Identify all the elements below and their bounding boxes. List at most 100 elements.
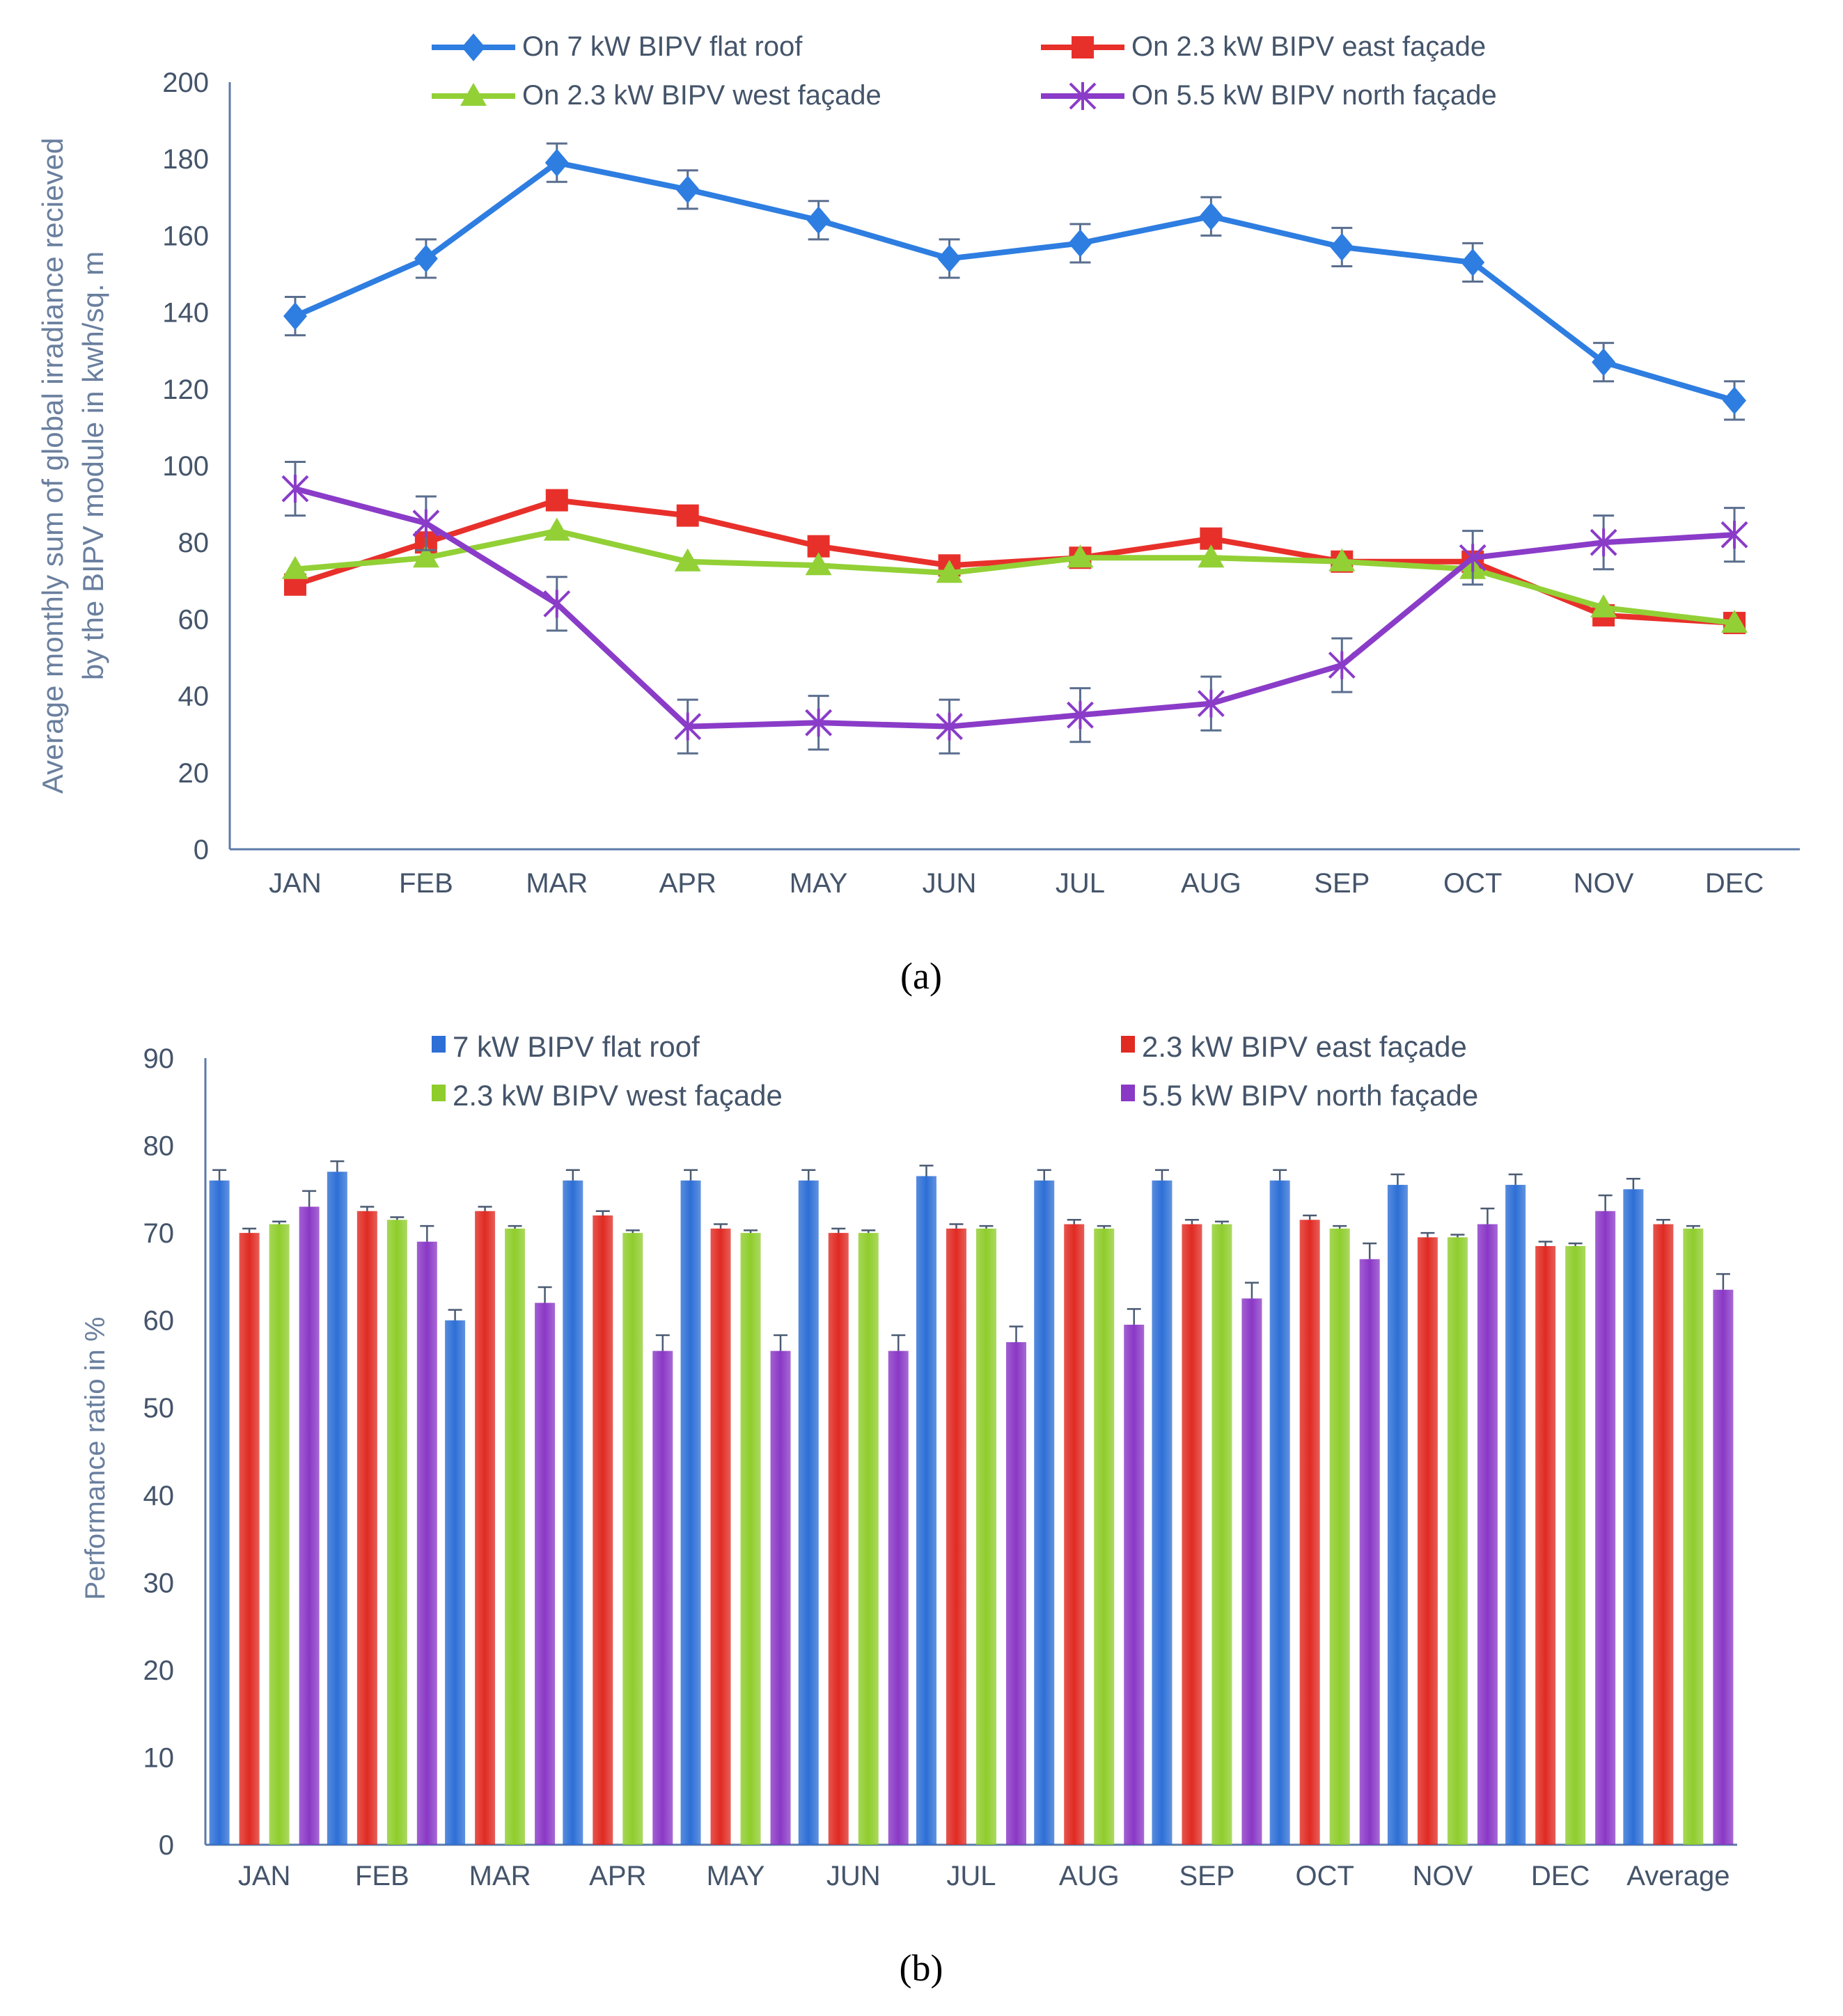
error-bar [1214, 1220, 1229, 1224]
error-bar [1067, 1219, 1081, 1224]
error-bar [1097, 1224, 1111, 1229]
y-tick-label: 180 [162, 144, 209, 175]
y-tick-label: 160 [162, 221, 209, 251]
error-bar [1626, 1178, 1640, 1190]
x-tick-label: AUG [1059, 1861, 1120, 1891]
error-bar [1508, 1173, 1523, 1186]
bar [652, 1350, 673, 1845]
x-tick-label: DEC [1705, 868, 1764, 899]
data-point [1590, 594, 1617, 617]
y-tick-label: 60 [143, 1306, 175, 1337]
data-point [283, 302, 307, 331]
error-bar [1154, 1169, 1169, 1181]
bar [1417, 1237, 1438, 1845]
bar [386, 1220, 407, 1845]
error-bar [1598, 1194, 1613, 1211]
error-bar [1656, 1219, 1670, 1224]
error-bar [1390, 1173, 1405, 1186]
error-bar [655, 1334, 670, 1351]
error-bar [1127, 1308, 1141, 1325]
bar [916, 1176, 936, 1845]
y-tick-label: 20 [143, 1655, 175, 1686]
legend-item: 2.3 kW BIPV east façade [1121, 1030, 1467, 1063]
bar [1241, 1298, 1262, 1845]
error-bar [774, 1334, 788, 1351]
error-bar [625, 1229, 640, 1234]
y-tick-label: 60 [178, 604, 210, 635]
error-bar [1184, 1219, 1199, 1224]
series-line [295, 528, 1735, 626]
bar [1152, 1180, 1173, 1845]
panel-a-label: (a) [900, 955, 942, 997]
x-tick-label: MAY [790, 868, 848, 899]
error-bar [1450, 1234, 1465, 1238]
error-bar [861, 1229, 876, 1234]
data-point [805, 709, 833, 737]
bar [1034, 1180, 1055, 1845]
x-tick-label: JUN [826, 1861, 881, 1891]
data-point [1592, 348, 1616, 377]
data-point [414, 244, 438, 273]
data-point [281, 475, 309, 503]
legend-label: On 2.3 kW BIPV east façade [1131, 31, 1486, 62]
series-2 [283, 489, 1746, 634]
bar [1359, 1259, 1380, 1845]
legend-label: On 2.3 kW BIPV west façade [522, 80, 881, 111]
legend-swatch [1121, 1036, 1135, 1053]
error-bar [302, 1190, 317, 1207]
error-bar [1244, 1282, 1259, 1299]
y-axis-title: Performance ratio in % [80, 1317, 111, 1600]
legend-label: 2.3 kW BIPV east façade [1142, 1030, 1467, 1063]
x-tick-label: JUL [1056, 868, 1105, 899]
x-tick-label: SEP [1314, 868, 1370, 899]
data-point [805, 552, 832, 576]
series-4 [281, 460, 1748, 755]
y-tick-label: 40 [178, 682, 210, 712]
bar [1329, 1228, 1350, 1845]
y-tick-label: 40 [143, 1481, 175, 1511]
y-tick-label: 20 [178, 758, 210, 789]
data-point [1199, 202, 1223, 230]
x-tick-label: MAR [526, 868, 588, 899]
data-point [1461, 248, 1485, 276]
bar [535, 1302, 556, 1845]
legend-label: 2.3 kW BIPV west façade [453, 1079, 783, 1112]
x-tick-label: APR [589, 1861, 646, 1891]
series-line [294, 486, 1735, 730]
y-tick-label: 10 [143, 1742, 175, 1773]
x-tick-label: JAN [238, 1861, 291, 1891]
data-point [545, 489, 568, 512]
y-tick-label: 0 [159, 1830, 174, 1861]
error-bar [212, 1169, 227, 1181]
data-point [936, 712, 963, 741]
bar [1623, 1189, 1644, 1845]
data-point [936, 560, 963, 583]
error-bar [801, 1169, 816, 1181]
legend-item: 2.3 kW BIPV west façade [432, 1079, 783, 1112]
error-bar [684, 1169, 698, 1181]
x-tick-label: SEP [1179, 1861, 1234, 1891]
data-point [1330, 233, 1354, 261]
error-bar [979, 1224, 994, 1229]
error-bar [1037, 1169, 1051, 1181]
y-tick-label: 70 [143, 1218, 175, 1249]
error-bar [1273, 1169, 1287, 1181]
bar [1565, 1245, 1586, 1845]
legend-item: On 2.3 kW BIPV west façade [432, 80, 881, 111]
series-1 [283, 142, 1747, 421]
legend-swatch [432, 1036, 446, 1053]
bar [770, 1350, 791, 1845]
x-tick-label: AUG [1181, 868, 1241, 899]
error-bar [831, 1227, 846, 1234]
error-bar [891, 1334, 906, 1351]
y-axis-title: Average monthly sum of global irradiance… [36, 138, 109, 794]
bar [209, 1180, 230, 1845]
data-point [1720, 521, 1748, 549]
x-tick-label: NOV [1574, 868, 1634, 899]
bar [299, 1206, 320, 1845]
legend-label: 5.5 kW BIPV north façade [1142, 1079, 1478, 1112]
data-point [543, 517, 570, 541]
bar [356, 1211, 377, 1845]
bar [1211, 1224, 1232, 1845]
data-point [1067, 544, 1094, 568]
